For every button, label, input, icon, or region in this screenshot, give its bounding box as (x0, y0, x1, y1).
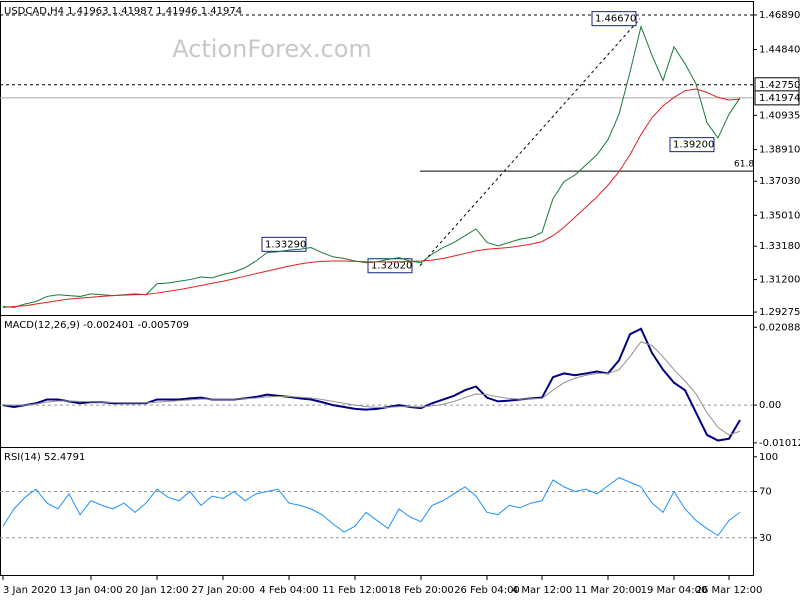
y-tick-label: 1.40935 (759, 110, 800, 121)
panel-frame (0, 447, 754, 576)
panel-title: USDCAD,H4 1.41963 1.41987 1.41946 1.4197… (4, 6, 242, 17)
watermark: ActionForex.com (172, 35, 372, 63)
series-line (2, 477, 741, 537)
y-tick-label: 0.020884 (759, 322, 800, 333)
x-tick-label: 4 Feb 04:00 (259, 585, 318, 596)
y-tick-label: 1.46890 (759, 10, 800, 21)
y-tick-label: 1.29275 (759, 307, 800, 318)
y-tick-label: 1.44840 (759, 45, 800, 56)
trendline (419, 18, 641, 267)
y-tick-label: -0.010121 (759, 438, 800, 449)
x-tick-label: 4 Mar 12:00 (512, 585, 572, 596)
x-tick-label: 26 Feb 04:00 (454, 585, 520, 596)
annotation-box (669, 137, 715, 153)
x-tick-label: 13 Jan 04:00 (59, 585, 122, 596)
y-tick-label: 1.37030 (759, 176, 800, 187)
annotation-box (591, 11, 637, 27)
x-tick-label: 11 Mar 20:00 (575, 585, 642, 596)
level-label-box (754, 90, 800, 106)
fib-label: 61.8 (734, 160, 754, 170)
y-tick-label: 70 (759, 487, 772, 498)
x-tick-label: 19 Mar 04:00 (641, 585, 708, 596)
y-tick-label: 0.00 (759, 400, 781, 411)
x-tick-label: 26 Mar 12:00 (696, 585, 763, 596)
panel-title: MACD(12,26,9) -0.002401 -0.005709 (4, 320, 189, 331)
y-tick-label: 1.31200 (759, 275, 800, 286)
x-tick-label: 3 Jan 2020 (3, 585, 57, 596)
x-tick-label: 20 Jan 12:00 (125, 585, 188, 596)
panel-title: RSI(14) 52.4791 (4, 452, 85, 463)
x-tick-label: 18 Feb 20:00 (388, 585, 454, 596)
y-tick-label: 1.33180 (759, 241, 800, 252)
x-tick-label: 11 Feb 12:00 (322, 585, 388, 596)
x-tick-label: 27 Jan 20:00 (191, 585, 254, 596)
level-label: 1.41974 (759, 93, 800, 104)
annotation-label: 1.39200 (673, 140, 714, 151)
series-line (2, 88, 741, 308)
y-tick-label: 30 (759, 533, 772, 544)
y-tick-label: 1.35010 (759, 210, 800, 221)
level-label: 1.42750 (759, 80, 800, 91)
annotation-label: 1.46670 (595, 14, 636, 25)
y-tick-label: 100 (759, 452, 778, 463)
annotation-label: 1.33290 (265, 239, 306, 250)
y-tick-label: 1.38910 (759, 145, 800, 156)
series-line (3, 341, 741, 436)
annotation-label: 1.32020 (371, 261, 412, 272)
